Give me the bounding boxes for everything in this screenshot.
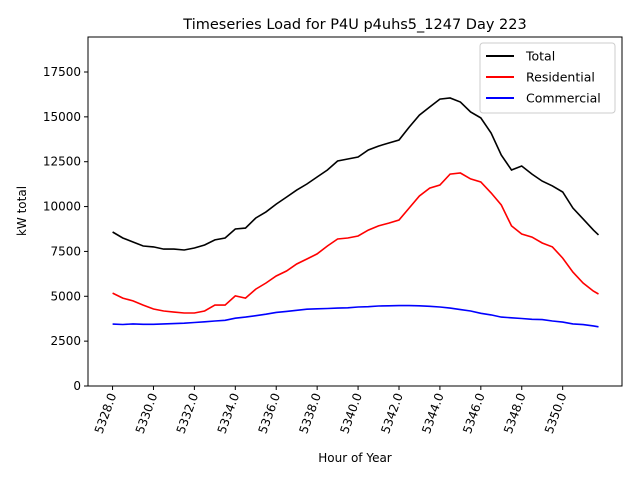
x-axis-label: Hour of Year <box>318 451 392 465</box>
legend-label-residential: Residential <box>526 70 595 85</box>
y-axis-label: kW total <box>15 186 29 236</box>
series-line-total <box>112 97 600 251</box>
series-line-commercial <box>112 304 599 328</box>
chart-title: Timeseries Load for P4U p4uhs5_1247 Day … <box>182 17 526 33</box>
y-tick-label: 5000 <box>50 289 81 303</box>
y-tick-label: 2500 <box>50 334 81 348</box>
legend: Total Residential Commercial <box>479 42 616 114</box>
legend-label-commercial: Commercial <box>526 91 601 106</box>
y-tick-label: 7500 <box>50 244 81 258</box>
y-tick-label: 17500 <box>43 65 81 79</box>
axes-frame <box>87 36 623 387</box>
series-line-residential <box>112 172 599 314</box>
y-tick-label: 12500 <box>43 155 81 169</box>
y-tick-label: 10000 <box>43 200 81 214</box>
legend-label-total: Total <box>525 49 555 64</box>
y-tick-label: 0 <box>73 379 81 393</box>
y-tick-label: 15000 <box>43 110 81 124</box>
